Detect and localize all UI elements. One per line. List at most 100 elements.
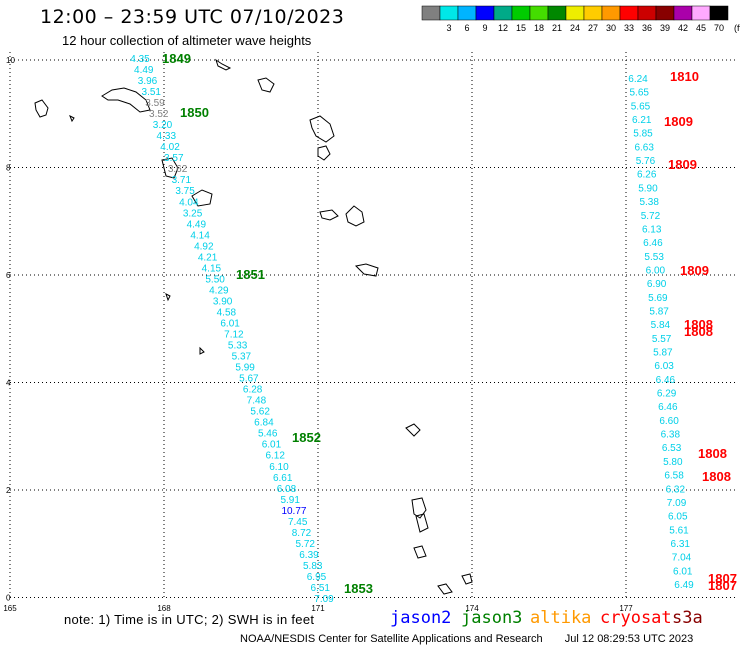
- legend-swatch: [457, 5, 477, 21]
- wave-height-reading: 3.59: [145, 98, 165, 109]
- wave-height-reading: 7.12: [224, 330, 244, 341]
- legend-bin-label: 12: [498, 23, 508, 33]
- wave-height-reading: 6.29: [657, 389, 677, 400]
- pass-time-label: 1809: [664, 114, 693, 129]
- wave-height-reading: 6.90: [647, 279, 667, 290]
- wave-height-reading: 10.77: [281, 506, 306, 517]
- island-outline: [165, 293, 171, 302]
- wave-height-reading: 4.14: [190, 230, 210, 241]
- credit-line: NOAA/NESDIS Center for Satellite Applica…: [240, 633, 693, 645]
- legend-bin-label: 18: [534, 23, 544, 33]
- legend-bin-label: 27: [588, 23, 598, 33]
- wave-height-reading: 8.72: [292, 528, 312, 539]
- wave-height-reading: 6.26: [637, 170, 657, 181]
- wave-height-reading: 4.92: [194, 241, 214, 252]
- pass-time-label: 1851: [236, 267, 265, 282]
- legend-swatch: [619, 5, 639, 21]
- wave-height-reading: 4.21: [198, 252, 218, 263]
- legend-swatch: [655, 5, 675, 21]
- pass-time-label: 1808: [684, 324, 713, 339]
- y-tick-label: 0: [6, 594, 11, 603]
- pass-time-label: 1807: [708, 578, 737, 593]
- pass-time-label: 1808: [698, 446, 727, 461]
- credit-text: NOAA/NESDIS Center for Satellite Applica…: [240, 633, 543, 645]
- wave-height-reading: 4.49: [134, 65, 154, 76]
- wave-height-reading: 6.10: [269, 462, 289, 473]
- satellite-name: s3a: [672, 608, 703, 628]
- wave-height-reading: 6.05: [668, 512, 688, 523]
- wave-height-reading: 5.85: [633, 129, 653, 140]
- wave-height-reading: 6.24: [628, 74, 648, 85]
- wave-height-reading: 6.01: [262, 440, 282, 451]
- wave-height-reading: 5.67: [239, 374, 259, 385]
- legend-bin-label: 6: [464, 23, 469, 33]
- legend-swatch: [511, 5, 531, 21]
- island-outline: [34, 99, 49, 118]
- wave-height-reading: 5.57: [652, 334, 672, 345]
- wave-height-reading: 3.25: [183, 208, 203, 219]
- wave-height-reading: 3.96: [138, 76, 158, 87]
- legend-swatch: [439, 5, 459, 21]
- wave-height-reading: 3.57: [164, 153, 184, 164]
- x-tick-label: 171: [311, 604, 325, 613]
- wave-height-reading: 7.04: [672, 553, 692, 564]
- wave-height-reading: 6.63: [634, 142, 654, 153]
- island-outline: [354, 263, 379, 277]
- wave-height-reading: 6.58: [664, 471, 684, 482]
- island-outline: [215, 58, 232, 71]
- wave-height-reading: 6.31: [671, 539, 691, 550]
- wave-height-reading: 5.91: [280, 495, 300, 506]
- pass-time-label: 1810: [670, 69, 699, 84]
- generated-timestamp: Jul 12 08:29:53 UTC 2023: [564, 633, 694, 645]
- wave-height-reading: 7.48: [247, 396, 267, 407]
- legend-swatch: [547, 5, 567, 21]
- wave-height-reading: 5.65: [631, 101, 651, 112]
- wave-height-reading: 3.90: [213, 296, 233, 307]
- legend-swatch: [421, 5, 441, 21]
- wave-height-reading: 6.46: [658, 402, 678, 413]
- legend-bin-label: 36: [642, 23, 652, 33]
- pass-time-label: 1808: [702, 469, 731, 484]
- wave-height-reading: 6.12: [265, 451, 285, 462]
- wave-height-reading: 6.95: [307, 572, 327, 583]
- island-outlines: [34, 58, 473, 595]
- island-outline: [161, 157, 179, 179]
- x-tick-label: 174: [465, 604, 479, 613]
- satellite-name: jason2: [390, 608, 452, 628]
- wave-height-reading: 3.71: [172, 175, 192, 186]
- legend-bin-label: 33: [624, 23, 634, 33]
- pass-time-label: 1809: [680, 263, 709, 278]
- wave-height-reading: 4.33: [157, 131, 177, 142]
- island-outline: [101, 87, 151, 113]
- wave-height-reading: 5.50: [205, 274, 225, 285]
- pass-time-label: 1807: [708, 571, 737, 586]
- wave-height-reading: 6.61: [273, 473, 293, 484]
- wave-height-reading: 5.90: [638, 183, 658, 194]
- wave-height-reading: 5.33: [228, 341, 248, 352]
- legend-swatch: [709, 5, 729, 21]
- wave-height-reading: 6.84: [254, 418, 274, 429]
- legend-swatch: [601, 5, 621, 21]
- x-tick-label: 177: [619, 604, 633, 613]
- island-outline: [191, 189, 213, 207]
- wave-height-reading: 4.29: [209, 285, 229, 296]
- legend-swatch: [475, 5, 495, 21]
- legend-bin-label: 42: [678, 23, 688, 33]
- wave-height-reading: 6.53: [662, 443, 682, 454]
- pass-time-label: 1852: [292, 430, 321, 445]
- y-tick-label: 4: [6, 379, 11, 388]
- wave-height-reading: 3.62: [168, 164, 188, 175]
- y-tick-label: 6: [6, 271, 11, 280]
- satellite-name: altika: [530, 608, 592, 628]
- wave-height-reading: 6.51: [311, 583, 331, 594]
- wave-height-reading: 5.69: [648, 293, 668, 304]
- wave-height-reading: 4.04: [179, 197, 199, 208]
- wave-height-reading: 5.53: [644, 252, 664, 263]
- satellite-name: cryosat: [600, 608, 672, 628]
- island-outline: [199, 346, 205, 355]
- legend-bin-label: 24: [570, 23, 580, 33]
- wave-height-reading: 6.03: [654, 361, 674, 372]
